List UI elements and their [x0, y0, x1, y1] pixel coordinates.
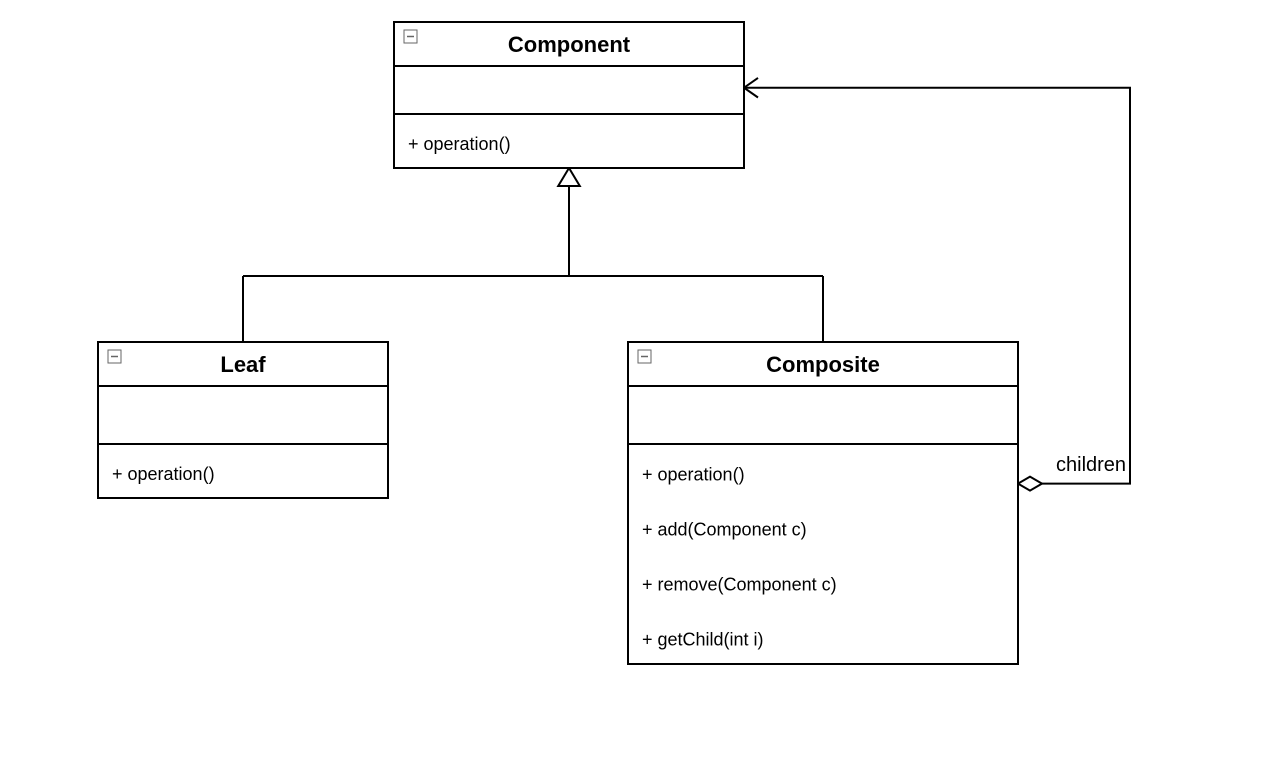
class-op-composite-0: + operation()	[642, 464, 745, 484]
class-component: Component + operation()	[394, 22, 744, 168]
class-op-leaf-0: + operation()	[112, 464, 215, 484]
class-op-component-0: + operation()	[408, 134, 511, 154]
class-op-composite-2: + remove(Component c)	[642, 574, 837, 594]
class-title-component: Component	[508, 32, 631, 57]
class-title-composite: Composite	[766, 352, 880, 377]
class-leaf: Leaf + operation()	[98, 342, 388, 498]
class-op-composite-3: + getChild(int i)	[642, 629, 764, 649]
class-composite: Composite + operation() + add(Component c)…	[628, 342, 1018, 664]
aggregation-label: children	[1056, 454, 1126, 476]
class-op-composite-1: + add(Component c)	[642, 519, 807, 539]
class-title-leaf: Leaf	[220, 352, 266, 377]
